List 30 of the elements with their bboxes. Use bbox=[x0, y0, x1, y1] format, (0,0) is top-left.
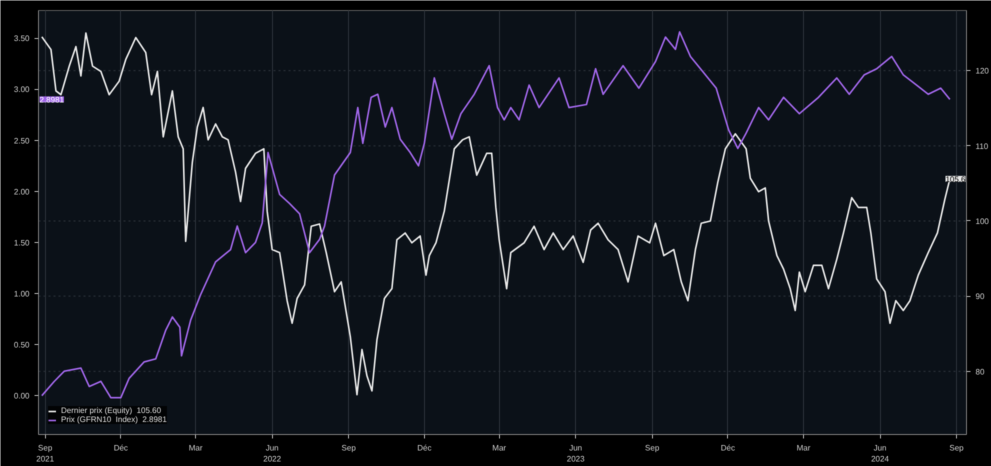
x-tick-label: Sep bbox=[645, 444, 660, 452]
y2-tick-label: 110 bbox=[976, 142, 989, 151]
y-tick-label: 2.00 bbox=[14, 187, 30, 196]
x-tick-label: Déc bbox=[114, 444, 128, 452]
y-tick-label: 1.50 bbox=[14, 238, 30, 248]
annotation: 105.6 bbox=[945, 174, 966, 184]
legend-label: Dernier prix (Equity) 105.60 bbox=[61, 406, 162, 415]
y2-tick-label: 90 bbox=[976, 292, 985, 302]
y-tick-label: 3.50 bbox=[14, 34, 30, 44]
x-tick-label: Jun 2024 bbox=[871, 444, 890, 464]
x-tick-label: Mar bbox=[492, 444, 506, 452]
x-tick-label: Sep bbox=[342, 444, 356, 452]
x-tick-label: Jun 2023 bbox=[566, 444, 586, 464]
x-tick-label: Jun 2022 bbox=[263, 444, 282, 464]
y-tick-label: 0.00 bbox=[14, 392, 30, 401]
x-tick-label: Sep bbox=[949, 444, 964, 452]
x-tick-label: Déc bbox=[720, 444, 735, 452]
y2-tick-label: 80 bbox=[976, 367, 985, 376]
annotation: 2.8981 bbox=[40, 95, 65, 104]
x-tick-label: Mar bbox=[188, 444, 203, 452]
y-tick-label: 2.50 bbox=[14, 136, 30, 146]
y-tick-label: 3.00 bbox=[14, 85, 30, 94]
x-tick-label: Déc bbox=[417, 444, 432, 452]
legend-label: Prix (GFRN10 Index) 2.8981 bbox=[61, 415, 167, 424]
y-tick-label: 0.50 bbox=[14, 340, 30, 350]
x-tick-label: Mar bbox=[796, 444, 811, 452]
y2-tick-label: 120 bbox=[976, 66, 990, 76]
y2-tick-label: 100 bbox=[976, 216, 990, 226]
y-tick-label: 1.00 bbox=[14, 290, 30, 299]
x-tick-label: Sep 2021 bbox=[36, 444, 55, 464]
